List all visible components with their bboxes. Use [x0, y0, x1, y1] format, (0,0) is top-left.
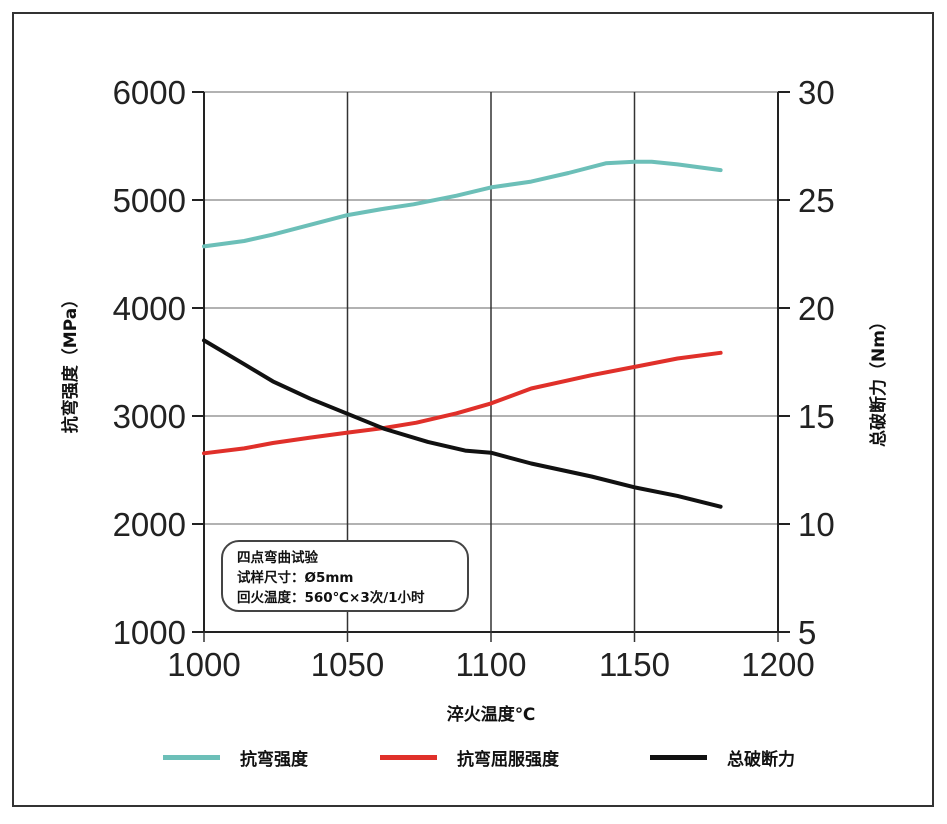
y-right-tick-label: 30 — [798, 74, 835, 111]
annotation-line: 试样尺寸：Ø5mm — [237, 570, 354, 586]
legend-swatch — [163, 754, 220, 760]
series-line-2 — [202, 338, 723, 509]
x-tick-label: 1050 — [311, 646, 384, 683]
annotation-line: 回火温度：560℃×3次/1小时 — [237, 590, 425, 606]
test-conditions-annotation: 四点弯曲试验 试样尺寸：Ø5mm 回火温度：560℃×3次/1小时 — [221, 540, 469, 612]
y-left-tick-label: 2000 — [113, 506, 186, 543]
chart-frame — [12, 12, 934, 807]
annotation-line: 四点弯曲试验 — [237, 550, 318, 566]
y-right-tick-label: 15 — [798, 398, 835, 435]
y-right-tick-label: 20 — [798, 290, 835, 327]
y-left-tick-label: 1000 — [113, 614, 186, 651]
x-tick-label: 1150 — [599, 646, 670, 683]
y-left-axis-title: 抗弯强度（MPa） — [60, 291, 81, 433]
series-line-0 — [202, 159, 723, 249]
legend-item-total-breaking-force: 总破断力 — [650, 745, 795, 770]
x-tick-label: 1200 — [741, 646, 814, 683]
legend-swatch — [380, 754, 437, 760]
y-left-tick-label: 4000 — [113, 290, 186, 327]
y-right-tick-label: 5 — [798, 614, 816, 651]
x-axis-title: 淬火温度℃ — [447, 704, 536, 725]
x-tick-label: 1100 — [456, 646, 527, 683]
legend-label: 总破断力 — [727, 749, 795, 770]
y-right-axis-title: 总破断力（Nm） — [868, 313, 889, 447]
legend-label: 抗弯屈服强度 — [457, 749, 559, 770]
x-tick-label: 1000 — [167, 646, 240, 683]
legend-item-bending-strength: 抗弯强度 — [163, 745, 308, 770]
y-right-tick-label: 10 — [798, 506, 835, 543]
y-left-tick-label: 5000 — [113, 182, 186, 219]
legend-swatch — [650, 754, 707, 760]
legend-item-yield-strength: 抗弯屈服强度 — [380, 745, 559, 770]
y-left-tick-label: 6000 — [113, 74, 186, 111]
legend-label: 抗弯强度 — [240, 749, 308, 770]
series-line-1 — [202, 350, 723, 456]
y-right-tick-label: 25 — [798, 182, 835, 219]
y-left-tick-label: 3000 — [113, 398, 186, 435]
